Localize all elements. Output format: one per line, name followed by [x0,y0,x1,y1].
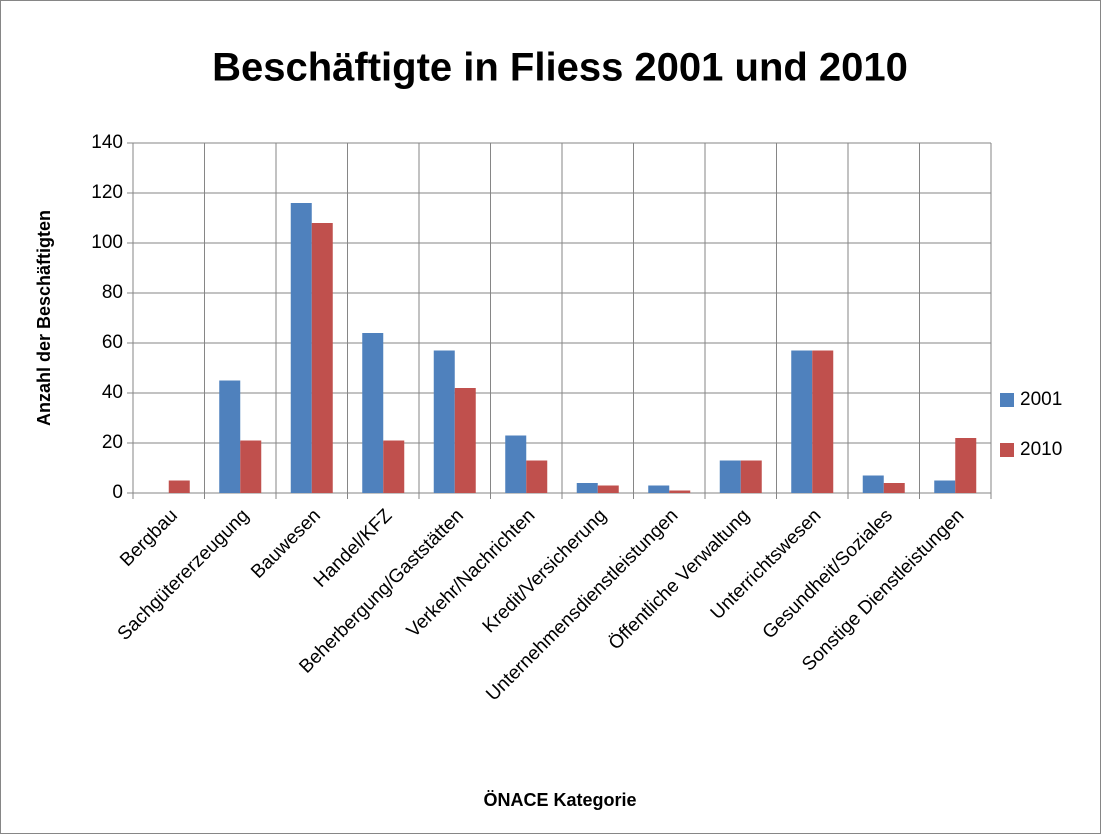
bar [383,440,405,493]
bar [290,203,312,493]
bar [505,435,527,493]
y-tick-label: 40 [102,382,123,403]
legend-swatch [1000,443,1014,457]
y-tick-label: 140 [91,132,123,153]
bar [433,350,455,493]
x-axis-title: ÖNACE Kategorie [483,790,636,810]
bar [669,490,691,493]
bar [648,485,670,493]
y-axis-title: Anzahl der Beschäftigten [34,210,54,426]
bar [311,223,333,493]
bar [526,460,548,493]
legend-label: 2001 [1020,389,1062,410]
bar [362,333,384,493]
bar [219,380,241,493]
bar [934,480,956,493]
y-tick-label: 20 [102,432,123,453]
bar [597,485,619,493]
bar [883,483,905,493]
bar [862,475,884,493]
y-tick-label: 60 [102,332,123,353]
bar [740,460,762,493]
y-tick-label: 80 [102,282,123,303]
legend-swatch [1000,393,1014,407]
legend-label: 2010 [1020,439,1062,460]
y-tick-label: 100 [91,232,123,253]
bar [812,350,834,493]
bar [454,388,476,493]
y-tick-label: 120 [91,182,123,203]
bar [240,440,262,493]
bar [168,480,190,493]
bar [719,460,741,493]
bar [576,483,598,493]
y-tick-label: 0 [112,482,123,503]
chart-title: Beschäftigte in Fliess 2001 und 2010 [212,46,908,90]
bar [791,350,813,493]
bar [955,438,977,493]
